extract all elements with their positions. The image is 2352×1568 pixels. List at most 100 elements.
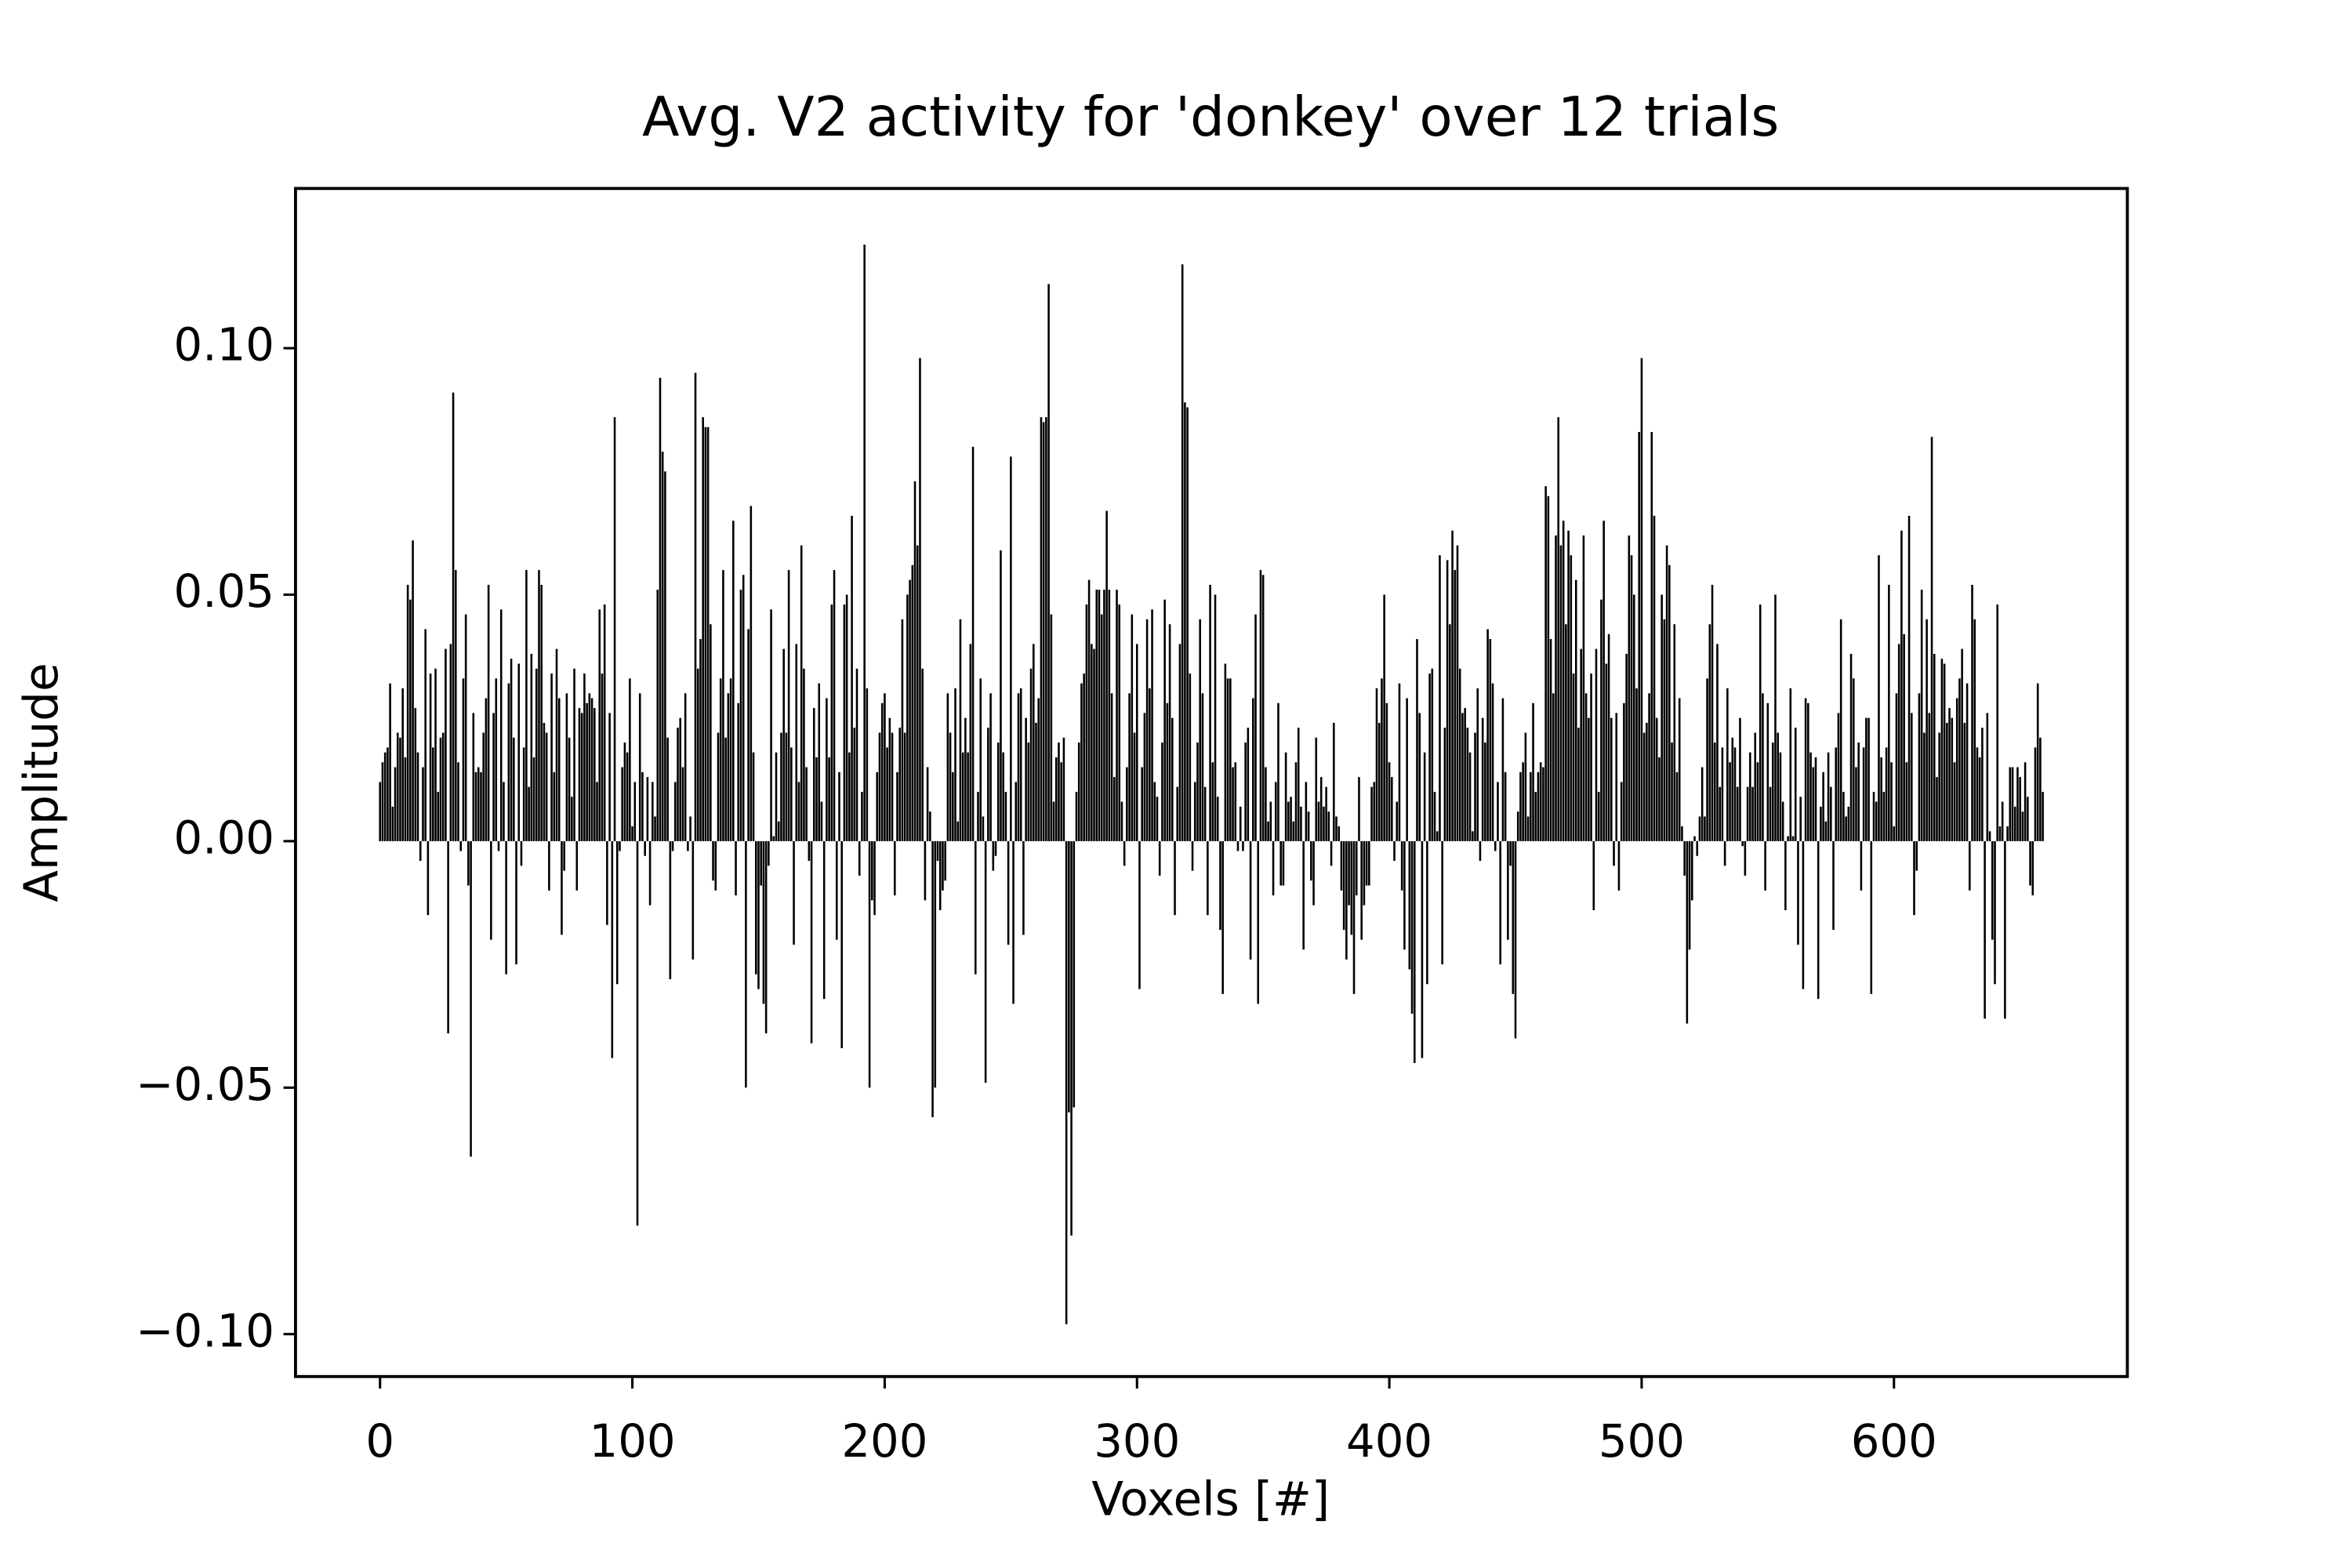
bar: [1991, 840, 1994, 940]
bar: [1484, 742, 1486, 841]
bar: [661, 452, 664, 841]
bar: [621, 767, 623, 841]
bar: [1544, 486, 1547, 841]
bar: [492, 713, 495, 841]
bar: [681, 767, 684, 841]
bar: [1203, 786, 1207, 841]
bar: [1671, 742, 1673, 841]
bar: [1827, 752, 1830, 841]
bar: [1501, 698, 1504, 841]
bar: [795, 644, 798, 841]
bar: [399, 737, 401, 841]
bar: [1002, 752, 1004, 841]
bar: [1110, 693, 1113, 841]
bar: [1421, 840, 1424, 1058]
bar: [1948, 708, 1951, 841]
bar: [1565, 624, 1567, 841]
bar: [571, 797, 573, 841]
bar: [1348, 840, 1350, 906]
bar: [1584, 693, 1588, 841]
bar: [2013, 806, 2016, 841]
bar: [1830, 786, 1832, 841]
bar: [893, 840, 896, 896]
bar: [412, 540, 414, 841]
bar: [1466, 728, 1469, 841]
bar: [1120, 801, 1123, 841]
bar: [1688, 840, 1691, 950]
bar: [909, 579, 911, 841]
bar: [891, 732, 894, 841]
bar: [1373, 782, 1376, 841]
bar: [1754, 732, 1757, 841]
bar: [1325, 786, 1327, 841]
bar: [1108, 590, 1111, 841]
bar: [1365, 840, 1368, 886]
bar: [1915, 840, 1918, 871]
bar: [1451, 530, 1454, 841]
bar: [1930, 437, 1933, 841]
bar: [2042, 792, 2044, 841]
bar: [615, 840, 619, 985]
bar: [1042, 422, 1045, 841]
bar: [1135, 644, 1138, 841]
bar: [1923, 732, 1926, 841]
bar: [898, 728, 902, 841]
bar: [1126, 767, 1128, 841]
bar: [787, 570, 790, 841]
y-tick-label: −0.10: [136, 1304, 274, 1357]
bar: [745, 840, 747, 1088]
bar: [1678, 698, 1681, 841]
bar: [452, 392, 455, 841]
bar: [699, 639, 702, 841]
bar: [1426, 840, 1428, 985]
bar: [1461, 713, 1464, 841]
bar: [1464, 708, 1466, 841]
bar: [1905, 762, 1908, 841]
bar: [441, 732, 445, 841]
bar: [1216, 797, 1219, 841]
bar: [1375, 688, 1378, 841]
bar: [1559, 545, 1563, 841]
bar: [1555, 535, 1557, 841]
bar: [1940, 659, 1944, 841]
bar: [1961, 648, 1963, 841]
bar: [1817, 840, 1820, 1000]
bar: [601, 673, 604, 841]
bar: [1797, 840, 1799, 945]
bar: [659, 377, 662, 841]
bar: [1711, 584, 1714, 841]
bar: [1128, 693, 1131, 841]
bar: [391, 806, 394, 841]
x-tick-label: 200: [841, 1414, 927, 1468]
bar: [1491, 683, 1494, 841]
bar: [1971, 584, 1973, 841]
bar: [848, 752, 851, 841]
bar: [967, 752, 969, 841]
bar: [1640, 358, 1643, 841]
bar: [1350, 840, 1353, 935]
bar: [575, 840, 579, 891]
bar: [1416, 639, 1418, 841]
bar: [1199, 619, 1201, 841]
bar: [1209, 584, 1211, 841]
bar: [1839, 619, 1842, 841]
bar: [1988, 831, 1991, 841]
bar: [1751, 786, 1754, 841]
bar: [1762, 693, 1764, 841]
bar: [938, 840, 942, 910]
bar: [1239, 806, 1242, 841]
bar: [808, 840, 811, 862]
bar: [1878, 555, 1880, 841]
bar: [510, 659, 513, 841]
bar: [911, 564, 914, 841]
bar: [646, 777, 649, 841]
bar: [994, 840, 997, 856]
bar: [1481, 717, 1484, 841]
bar: [1741, 840, 1744, 847]
bar: [1292, 821, 1295, 841]
bar: [1191, 840, 1194, 871]
bar: [1019, 688, 1022, 841]
bar: [555, 648, 558, 841]
y-tick-label: 0.05: [174, 564, 274, 618]
